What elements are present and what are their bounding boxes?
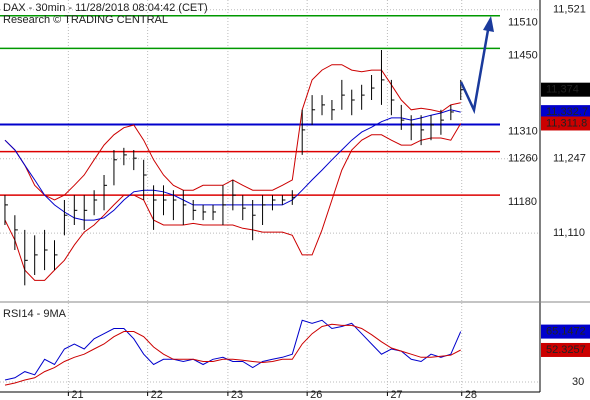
x-tick-label: 21: [71, 389, 83, 400]
line-series: [4, 123, 462, 281]
forecast-arrow: [459, 29, 490, 115]
price-marker-label: 11,332.7: [546, 106, 588, 118]
line-series: [4, 319, 462, 381]
y-tick-label: 30: [572, 376, 584, 388]
line-series: [4, 323, 461, 386]
price-marker: [541, 82, 590, 97]
plot: [0, 15, 500, 386]
x-tick-label: 23: [231, 389, 243, 400]
level-label: 11510: [508, 17, 538, 29]
chart-subtitle: Research © TRADING CENTRAL: [3, 14, 168, 26]
price-marker: [541, 105, 590, 120]
x-tick-label: 26: [310, 389, 322, 400]
level-label: 11260: [508, 153, 538, 165]
y-tick-label: 11,521: [553, 4, 586, 16]
x-tick-label: 28: [465, 389, 477, 400]
value-marker-label: 52.3257: [546, 344, 586, 356]
x-tick-label: 22: [151, 389, 163, 400]
price-marker-label: 11,374: [546, 84, 579, 96]
chart-title: DAX - 30min - 11/28/2018 08:04:42 (CET): [3, 2, 208, 14]
price-marker-label: 11,311.8: [546, 117, 587, 129]
y-tick-label: 11,110: [553, 227, 585, 239]
grid: [0, 0, 540, 392]
level-label: 11450: [508, 49, 538, 61]
y-tick-label: 11,247: [553, 153, 586, 165]
rsi-title: RSI14 - 9MA: [3, 308, 67, 320]
level-label: 11310: [508, 125, 538, 137]
value-marker-label: 65.1472: [546, 325, 586, 337]
value-marker: [541, 324, 590, 339]
forecast-arrowhead: [483, 16, 494, 32]
x-tick-label: 27: [390, 389, 402, 400]
value-marker: [541, 342, 590, 357]
level-label: 11180: [508, 196, 537, 208]
price-marker: [541, 116, 590, 131]
